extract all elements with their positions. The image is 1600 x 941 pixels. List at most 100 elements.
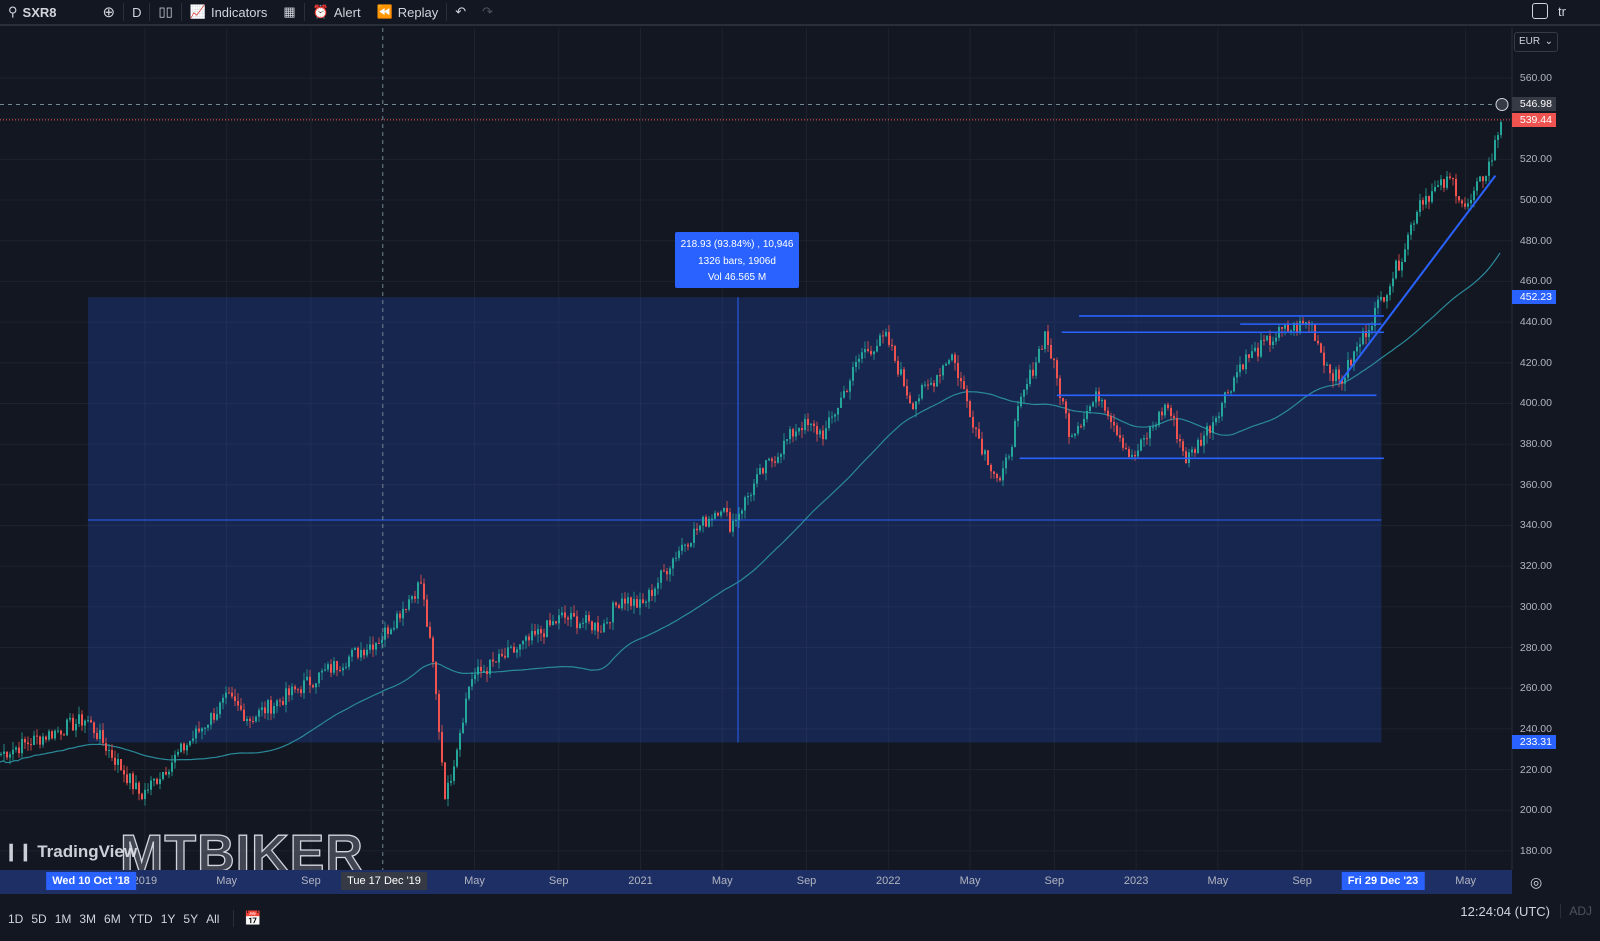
range-button-5d[interactable]: 5D	[31, 911, 47, 926]
candle	[711, 518, 713, 520]
candle	[90, 720, 92, 723]
candle	[606, 622, 608, 624]
candle	[126, 774, 128, 784]
candle	[450, 780, 452, 783]
price-chart[interactable]	[0, 28, 1600, 870]
candle	[1485, 175, 1487, 182]
alert-button[interactable]: ⏰ Alert	[312, 4, 361, 20]
symbol-search[interactable]: ⚲ SXR8	[8, 4, 57, 20]
candle	[1344, 377, 1346, 384]
candle	[405, 608, 407, 610]
candle	[984, 450, 986, 455]
price-tick: 180.00	[1519, 844, 1552, 857]
candle	[582, 622, 584, 624]
candle	[714, 512, 716, 519]
candle	[636, 599, 638, 608]
candle	[378, 642, 380, 644]
candle	[1434, 186, 1436, 192]
time-tick: May	[1207, 875, 1229, 887]
chart-type-button[interactable]: ▯▯	[150, 0, 180, 25]
candle	[453, 766, 455, 781]
range-start-date-label: Wed 10 Oct '18	[46, 872, 136, 890]
alarm-icon: ⏰	[312, 4, 329, 19]
candle	[1137, 450, 1139, 457]
candle	[1227, 392, 1229, 394]
candle	[438, 693, 440, 732]
layouts-button[interactable]: ▦	[275, 0, 303, 25]
candle	[903, 369, 905, 387]
candle	[795, 431, 797, 437]
candle	[153, 778, 155, 781]
range-button-ytd[interactable]: YTD	[128, 911, 153, 926]
candle	[609, 622, 611, 624]
undo-button[interactable]: ↶	[447, 0, 474, 25]
range-button-1y[interactable]: 1Y	[160, 911, 176, 926]
fullscreen-button[interactable]	[1532, 3, 1548, 19]
time-tick: 2023	[1123, 875, 1149, 887]
candle	[546, 620, 548, 638]
candle	[1203, 435, 1205, 446]
candle	[1488, 161, 1490, 176]
candle	[372, 644, 374, 650]
time-tick: May	[711, 875, 733, 887]
candle	[612, 602, 614, 623]
candle	[1224, 392, 1226, 403]
candle	[720, 511, 722, 516]
price-tick: 380.00	[1519, 438, 1552, 451]
measure-tooltip: 218.93 (93.84%) , 10,946 1326 bars, 1906…	[675, 232, 799, 288]
price-tick: 440.00	[1519, 316, 1552, 329]
candle	[63, 734, 65, 736]
range-button-5y[interactable]: 5Y	[183, 911, 199, 926]
indicators-button[interactable]: 📈 Indicators	[189, 4, 268, 20]
candle	[231, 692, 233, 697]
candle	[150, 780, 152, 790]
range-button-1d[interactable]: 1D	[8, 911, 24, 926]
candle	[873, 351, 875, 355]
adj-toggle[interactable]: ADJ	[1560, 904, 1592, 918]
candle	[186, 745, 188, 751]
candle	[939, 375, 941, 377]
candle	[81, 714, 83, 726]
replay-button[interactable]: ⏪ Replay	[376, 4, 439, 20]
candle	[1464, 203, 1466, 207]
candle	[318, 672, 320, 684]
redo-button[interactable]: ↷	[474, 0, 501, 25]
candle	[810, 423, 812, 426]
candle	[339, 670, 341, 672]
interval-button[interactable]: D	[132, 4, 142, 20]
candle	[237, 701, 239, 706]
candle	[204, 727, 206, 729]
candle	[1428, 196, 1430, 202]
candle	[1470, 199, 1472, 204]
candle	[483, 671, 485, 673]
range-button-3m[interactable]: 3M	[79, 911, 97, 926]
candle	[417, 582, 419, 599]
candle	[75, 723, 77, 731]
range-button-1m[interactable]: 1M	[54, 911, 72, 926]
candle	[864, 349, 866, 353]
candle	[1359, 344, 1361, 347]
candle	[1119, 435, 1121, 438]
candle	[384, 627, 386, 640]
candle	[852, 367, 854, 381]
last-price-label: 539.44	[1512, 112, 1556, 127]
clock: 12:24:04 (UTC)	[1460, 904, 1550, 919]
candle	[1056, 360, 1058, 379]
candle	[138, 782, 140, 794]
currency-select[interactable]: EUR ⌄	[1514, 32, 1558, 52]
candle	[171, 762, 173, 772]
time-axis[interactable]: 2019 May Sep May Sep 2021 May Sep 2022 May Sep 2023…	[0, 870, 1512, 894]
candle	[210, 713, 212, 725]
calendar-goto-icon[interactable]: 📅	[233, 910, 262, 927]
candle	[1128, 449, 1130, 457]
range-button-6m[interactable]: 6M	[104, 911, 121, 926]
candle	[1089, 406, 1091, 412]
range-button-all[interactable]: All	[206, 911, 220, 926]
compare-button[interactable]: ⊕	[95, 0, 124, 25]
candle	[294, 686, 296, 690]
candle	[162, 771, 164, 780]
candle	[963, 381, 965, 390]
settings-icon[interactable]: ◎	[1530, 874, 1543, 890]
candle	[1323, 352, 1325, 366]
price-tick: 320.00	[1519, 560, 1552, 573]
